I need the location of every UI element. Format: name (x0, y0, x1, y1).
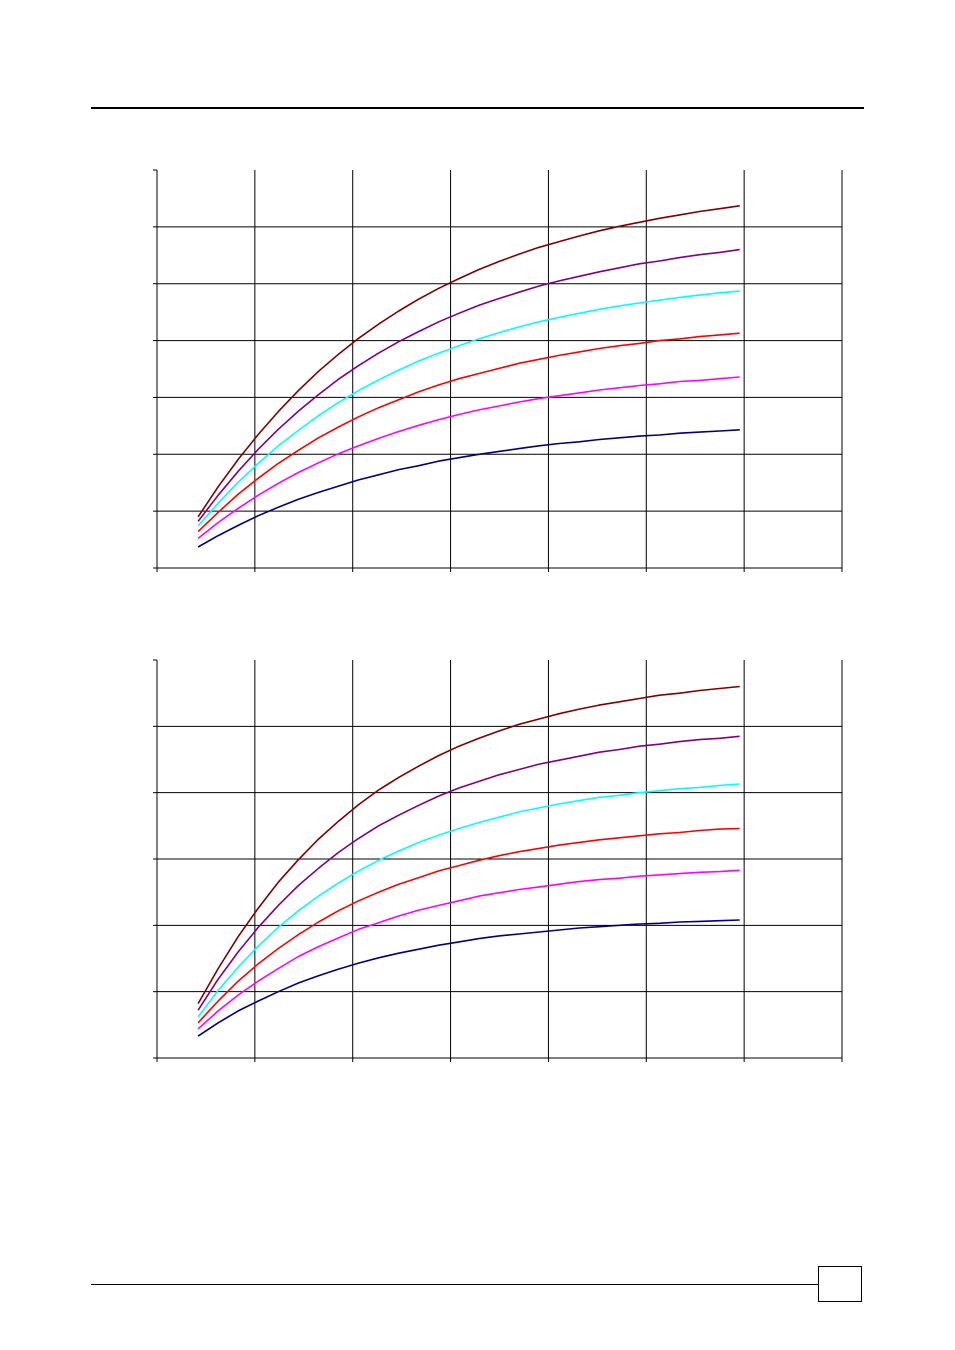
series-line-1 (197, 685, 740, 1004)
series-line-1 (197, 205, 740, 518)
page-number-box (818, 1266, 862, 1302)
series-line-2 (197, 735, 740, 1011)
series-line-2 (197, 248, 740, 522)
series-line-6 (197, 429, 740, 548)
footer-rule (91, 1284, 818, 1285)
series-line-3 (197, 783, 740, 1018)
series-line-5 (197, 376, 740, 540)
series-line-6 (197, 919, 740, 1037)
header-rule (91, 107, 864, 109)
series-line-4 (197, 827, 740, 1024)
series-line-4 (197, 332, 740, 533)
series-line-3 (197, 290, 740, 527)
series-line-5 (197, 869, 740, 1030)
